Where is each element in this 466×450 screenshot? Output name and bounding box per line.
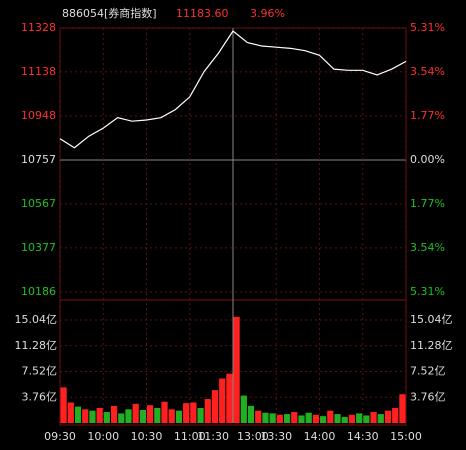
y-tick-label: 15.04亿 (15, 313, 58, 326)
y-tick-label: 11328 (21, 21, 56, 34)
volume-bar (96, 407, 103, 423)
volume-bar (74, 406, 82, 423)
y-tick-label: 10948 (21, 109, 56, 122)
volume-bar (219, 378, 226, 423)
volume-bar (197, 407, 204, 423)
volume-bar (139, 409, 146, 423)
y-tick-label: 7.52亿 (22, 365, 58, 378)
y-tick-label: 7.52亿 (410, 365, 446, 378)
y-tick-label: 15.04亿 (410, 313, 453, 326)
y-tick-label: 11.28亿 (15, 339, 58, 352)
volume-bar (132, 403, 139, 423)
volume-bar (255, 410, 262, 423)
volume-bar (67, 402, 74, 423)
volume-bar (384, 410, 392, 423)
volume-bar (377, 414, 384, 423)
volume-bar (348, 414, 356, 423)
volume-bar (262, 412, 269, 423)
volume-bar (240, 395, 247, 423)
volume-bar (161, 401, 168, 423)
y-tick-label: 10757 (21, 153, 56, 166)
volume-bar (356, 413, 363, 423)
volume-bar (110, 405, 118, 423)
volume-bar (60, 387, 67, 423)
y-tick-label: 11138 (21, 65, 56, 78)
volume-bar (298, 415, 305, 423)
volume-bar (168, 409, 175, 423)
volume-bar (305, 412, 312, 423)
volume-bar (154, 407, 161, 423)
volume-bar (190, 402, 197, 423)
volume-bar (312, 414, 319, 423)
y2-tick-label: 5.31% (410, 21, 445, 34)
volume-bar (392, 407, 399, 423)
volume-bar (291, 412, 298, 423)
code: 886054[券商指数] (62, 6, 157, 20)
y-tick-label: 3.76亿 (410, 390, 446, 403)
volume-bar (125, 409, 132, 423)
y2-tick-label: 1.77% (410, 197, 445, 210)
volume-bar (283, 414, 291, 423)
volume-bar (175, 410, 183, 423)
y-tick-label: 10567 (21, 197, 56, 210)
volume-bar (183, 403, 190, 423)
x-tick-label: 10:00 (87, 430, 119, 443)
x-tick-label: 10:30 (131, 430, 163, 443)
volume-bar (118, 413, 125, 423)
y2-tick-label: 3.54% (410, 241, 445, 254)
x-tick-label: 13:00 (237, 430, 269, 443)
volume-bar (226, 373, 233, 423)
volume-bar (211, 390, 219, 423)
volume-bar (147, 405, 154, 423)
x-tick-label: 09:30 (44, 430, 76, 443)
volume-bar (204, 399, 211, 423)
price-line (59, 30, 407, 149)
y2-tick-label: 1.77% (410, 109, 445, 122)
y2-tick-label: 0.00% (410, 153, 445, 166)
volume-bar (320, 416, 327, 423)
volume-bar (269, 413, 276, 423)
volume-bar (233, 316, 240, 423)
x-tick-label: 14:30 (347, 430, 379, 443)
x-tick-label: 13:30 (260, 430, 292, 443)
volume-bar (327, 410, 334, 423)
volume-bar (363, 415, 370, 423)
volume-bar (399, 394, 406, 423)
volume-bar (370, 412, 377, 423)
y-tick-label: 3.76亿 (22, 390, 58, 403)
volume-bar (89, 410, 96, 423)
y-tick-label: 10377 (21, 241, 56, 254)
volume-bar (334, 414, 341, 423)
x-tick-label: 11:00 (174, 430, 206, 443)
volume-bar (82, 409, 89, 423)
volume-bar (341, 416, 348, 423)
volume-bar (103, 412, 110, 423)
y2-tick-label: 5.31% (410, 285, 445, 298)
x-tick-label: 14:00 (304, 430, 336, 443)
price: 11183.60 (176, 7, 229, 20)
y2-tick-label: 3.54% (410, 65, 445, 78)
y-tick-label: 11.28亿 (410, 339, 453, 352)
change: 3.96% (250, 7, 285, 20)
y-tick-label: 10186 (21, 285, 56, 298)
x-tick-label: 11:30 (197, 430, 229, 443)
volume-bar (247, 405, 255, 423)
volume-bar (276, 414, 283, 423)
x-tick-label: 15:00 (390, 430, 422, 443)
